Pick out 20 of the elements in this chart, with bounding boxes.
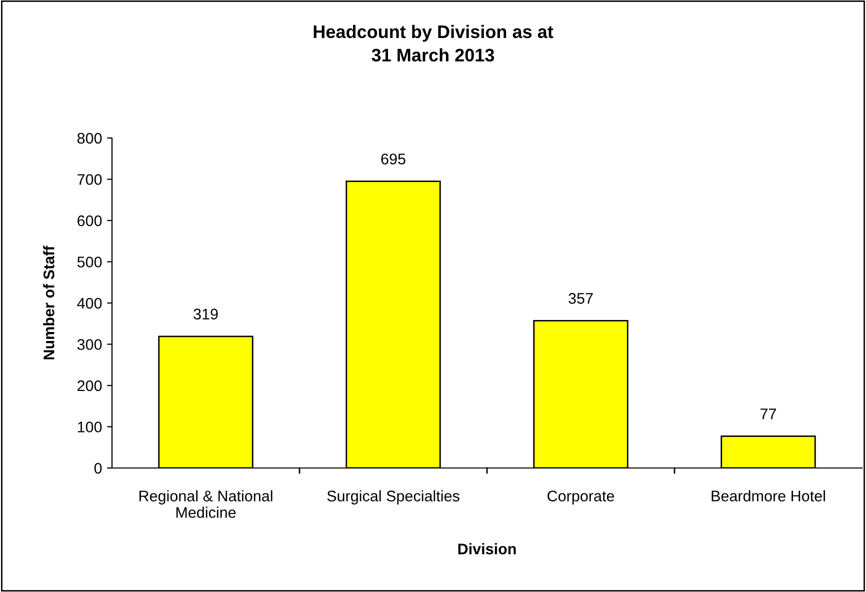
y-tick-label: 100 bbox=[78, 422, 102, 432]
y-tick-label: 400 bbox=[77, 298, 102, 309]
y-tick-label: 600 bbox=[78, 215, 102, 226]
y-tick-label: 0 bbox=[94, 462, 102, 474]
data-label: 77 bbox=[760, 408, 776, 420]
chart-title: Headcount by Division as at 31 March 2013 bbox=[314, 24, 554, 62]
y-axis-title: Number of Staff bbox=[43, 246, 54, 360]
x-tick-label: Corporate bbox=[548, 490, 614, 504]
x-tick-label: Beardmore Hotel bbox=[712, 490, 825, 502]
x-tick-label: Surgical Specialties bbox=[327, 490, 460, 504]
y-tick-label: 300 bbox=[77, 339, 102, 350]
y-tick-label: 500 bbox=[77, 256, 102, 268]
data-label: 357 bbox=[568, 293, 593, 304]
y-tick-label: 200 bbox=[78, 380, 102, 392]
y-tick-label: 800 bbox=[77, 132, 102, 144]
y-tick-label: 700 bbox=[78, 174, 102, 185]
data-label: 695 bbox=[381, 154, 406, 164]
x-tick-label: Regional & National Medicine bbox=[139, 490, 272, 518]
x-axis-title: Division bbox=[458, 543, 516, 554]
data-label: 319 bbox=[194, 308, 218, 320]
